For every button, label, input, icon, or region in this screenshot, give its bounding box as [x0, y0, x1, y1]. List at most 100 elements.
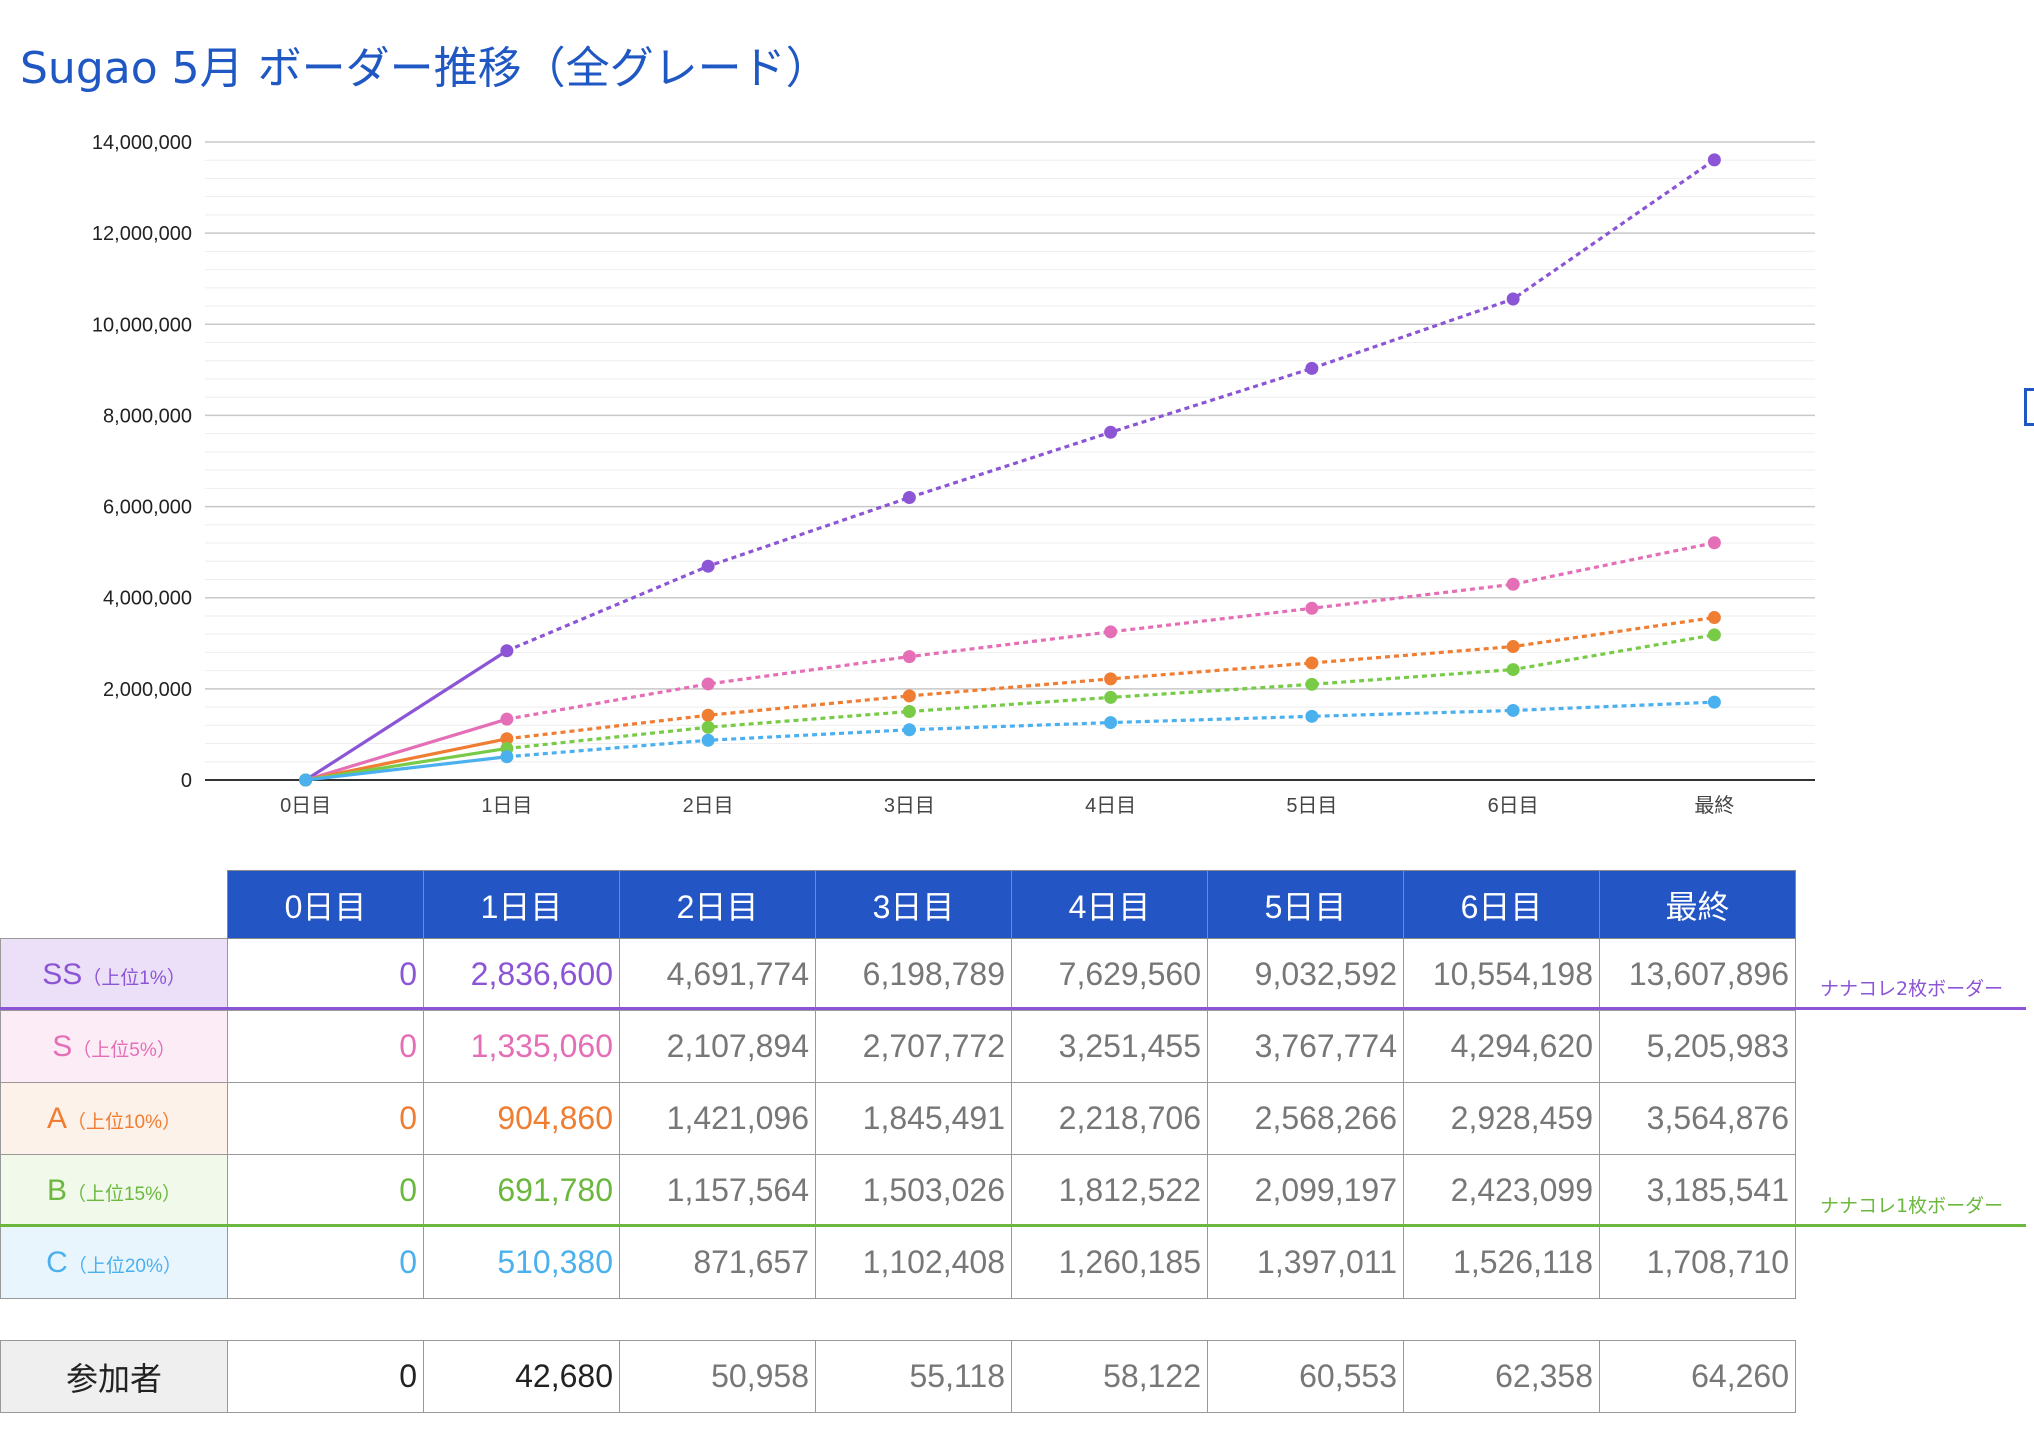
one-card-border-line — [0, 1224, 2026, 1227]
value-cell: 2,568,266 — [1207, 1082, 1404, 1155]
column-header: 6日目 — [1403, 870, 1600, 939]
data-point — [701, 559, 715, 573]
value-cell: 2,836,600 — [423, 938, 620, 1011]
value-cell: 13,607,896 — [1599, 938, 1796, 1011]
data-point — [500, 750, 514, 764]
value-cell: 0 — [227, 1082, 424, 1155]
value-cell: 1,335,060 — [423, 1010, 620, 1083]
y-tick-label: 8,000,000 — [103, 405, 192, 427]
x-tick-label: 2日目 — [683, 795, 734, 817]
value-cell: 3,564,876 — [1599, 1082, 1796, 1155]
data-point — [500, 712, 514, 726]
data-point — [902, 723, 916, 737]
line-chart: 0 2,000,000 4,000,000 6,000,000 8,000,000 10,… — [92, 132, 1815, 817]
data-point — [500, 644, 514, 658]
value-cell: 1,397,011 — [1207, 1226, 1404, 1299]
data-point — [1506, 292, 1520, 306]
header-blank — [0, 870, 228, 939]
value-cell: 0 — [227, 938, 424, 1011]
value-cell: 1,845,491 — [815, 1082, 1012, 1155]
data-point — [1707, 536, 1721, 550]
two-card-border-line — [0, 1007, 2026, 1010]
column-header: 最終 — [1599, 870, 1796, 939]
major-gridlines — [205, 141, 1815, 690]
value-cell: 0 — [227, 1010, 424, 1083]
value-cell: 4,691,774 — [619, 938, 816, 1011]
y-tick-label: 10,000,000 — [92, 314, 192, 336]
grade-name: B — [46, 1173, 67, 1207]
value-cell: 1,102,408 — [815, 1226, 1012, 1299]
value-cell: 2,423,099 — [1403, 1154, 1600, 1227]
series-lines — [299, 153, 1721, 787]
grade-row: B（上位15%） 0 691,780 1,157,564 1,503,026 1,812,… — [0, 1154, 1796, 1227]
grade-name: SS — [42, 957, 83, 991]
value-cell: 9,032,592 — [1207, 938, 1404, 1011]
data-point — [1707, 628, 1721, 642]
data-point — [1305, 709, 1319, 723]
y-tick-label: 4,000,000 — [103, 588, 192, 610]
value-cell: 3,185,541 — [1599, 1154, 1796, 1227]
chart-title: Sugao 5月 ボーダー推移（全グレード） — [20, 43, 830, 94]
x-tick-label: 6日目 — [1488, 795, 1539, 817]
minor-gridlines — [205, 159, 1815, 763]
value-cell: 2,707,772 — [815, 1010, 1012, 1083]
data-point — [1506, 703, 1520, 717]
value-cell: 10,554,198 — [1403, 938, 1600, 1011]
data-point — [902, 650, 916, 664]
value-cell: 691,780 — [423, 1154, 620, 1227]
value-cell: 0 — [227, 1226, 424, 1299]
data-point — [1506, 640, 1520, 654]
value-cell: 2,928,459 — [1403, 1082, 1600, 1155]
grade-percent: （上位20%） — [67, 1255, 182, 1277]
series-segment — [305, 717, 508, 782]
participants-cell: 60,553 — [1207, 1340, 1404, 1413]
value-cell: 1,260,185 — [1011, 1226, 1208, 1299]
value-cell: 7,629,560 — [1011, 938, 1208, 1011]
participants-label: 参加者 — [0, 1340, 228, 1413]
value-cell: 3,251,455 — [1011, 1010, 1208, 1083]
column-header: 0日目 — [227, 870, 424, 939]
column-header: 4日目 — [1011, 870, 1208, 939]
border-table: 0日目 1日目 2日目 3日目 4日目 5日目 6日目 最終 SS（上位1%） 0 2,836,6… — [0, 870, 1796, 1299]
data-point — [902, 491, 916, 505]
column-header: 1日目 — [423, 870, 620, 939]
grade-name: C — [46, 1245, 68, 1279]
data-point — [1707, 153, 1721, 167]
data-point — [1707, 611, 1721, 625]
x-tick-label: 1日目 — [481, 795, 532, 817]
y-tick-label: 14,000,000 — [92, 132, 192, 154]
value-cell: 904,860 — [423, 1082, 620, 1155]
data-point — [1707, 695, 1721, 709]
value-cell: 4,294,620 — [1403, 1010, 1600, 1083]
participants-cell: 55,118 — [815, 1340, 1012, 1413]
value-cell: 5,205,983 — [1599, 1010, 1796, 1083]
two-card-border-note: ナナコレ2枚ボーダー — [1820, 978, 2004, 1000]
grade-label: B（上位15%） — [0, 1154, 228, 1227]
data-point — [701, 708, 715, 722]
participants-table: 参加者 0 42,680 50,958 55,118 58,122 60,553 62,35… — [0, 1340, 1796, 1413]
data-point — [1305, 601, 1319, 615]
value-cell: 2,218,706 — [1011, 1082, 1208, 1155]
y-axis-ticks: 0 2,000,000 4,000,000 6,000,000 8,000,000 10,… — [92, 132, 192, 792]
participants-cell: 50,958 — [619, 1340, 816, 1413]
data-point — [902, 689, 916, 703]
grade-label: S（上位5%） — [0, 1010, 228, 1083]
value-cell: 2,099,197 — [1207, 1154, 1404, 1227]
data-point — [701, 733, 715, 747]
y-tick-label: 0 — [181, 770, 192, 792]
value-cell: 510,380 — [423, 1226, 620, 1299]
column-header: 3日目 — [815, 870, 1012, 939]
x-tick-label: 0日目 — [280, 795, 331, 817]
value-cell: 0 — [227, 1154, 424, 1227]
y-tick-label: 2,000,000 — [103, 679, 192, 701]
grade-label: A（上位10%） — [0, 1082, 228, 1155]
participants-cell: 42,680 — [423, 1340, 620, 1413]
data-point — [902, 705, 916, 719]
grade-row: A（上位10%） 0 904,860 1,421,096 1,845,491 2,218,… — [0, 1082, 1796, 1155]
series-segment — [305, 755, 508, 782]
data-point — [1305, 677, 1319, 691]
value-cell: 1,157,564 — [619, 1154, 816, 1227]
data-point — [1104, 716, 1118, 730]
series-0 — [299, 153, 1721, 787]
value-cell: 2,107,894 — [619, 1010, 816, 1083]
